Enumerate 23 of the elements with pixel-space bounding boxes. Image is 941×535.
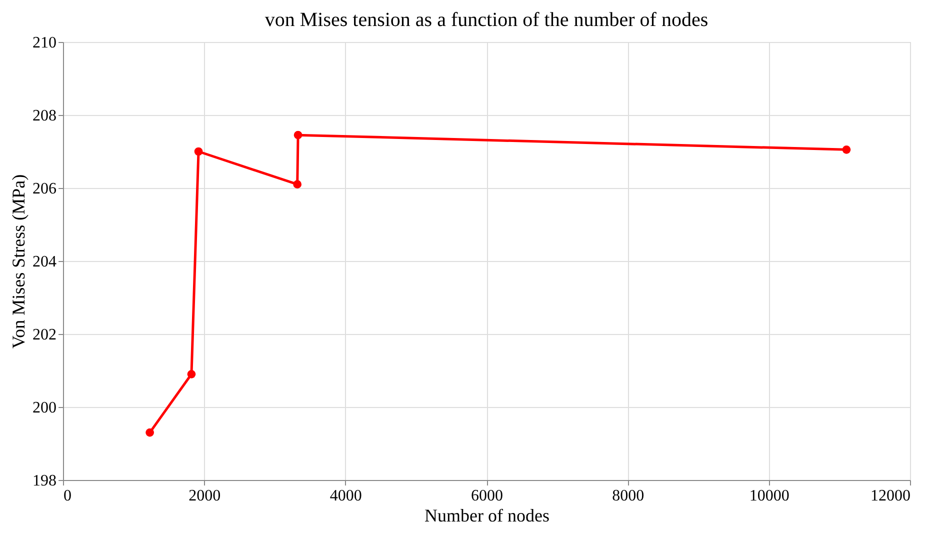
y-tick-label: 206 [32, 180, 56, 198]
x-axis-title: Number of nodes [424, 506, 550, 526]
y-tick-label: 210 [32, 34, 56, 52]
x-tick-label: 2000 [188, 488, 221, 504]
y-tick-label: 202 [32, 326, 56, 344]
x-tick-label: 4000 [330, 488, 362, 504]
y-axis-title: Von Mises Stress (MPa) [8, 174, 28, 349]
y-tick-label: 198 [32, 472, 56, 490]
point [294, 130, 302, 140]
point [293, 180, 302, 189]
x-tick-label: 10000 [749, 488, 790, 504]
point [194, 147, 203, 156]
y-tick-label: 208 [32, 108, 56, 124]
x-tick-label: 6000 [471, 488, 503, 504]
chart-title: von Mises tension as a function of the number of nodes [264, 9, 708, 31]
point [187, 370, 196, 378]
point [842, 146, 851, 154]
x-tick-label: 12000 [870, 488, 910, 504]
point [146, 428, 154, 437]
x-tick-label: 0 [64, 488, 72, 504]
y-tick-label: 204 [32, 254, 56, 270]
x-tick-label: 8000 [612, 488, 644, 504]
y-tick-label: 200 [32, 400, 56, 416]
